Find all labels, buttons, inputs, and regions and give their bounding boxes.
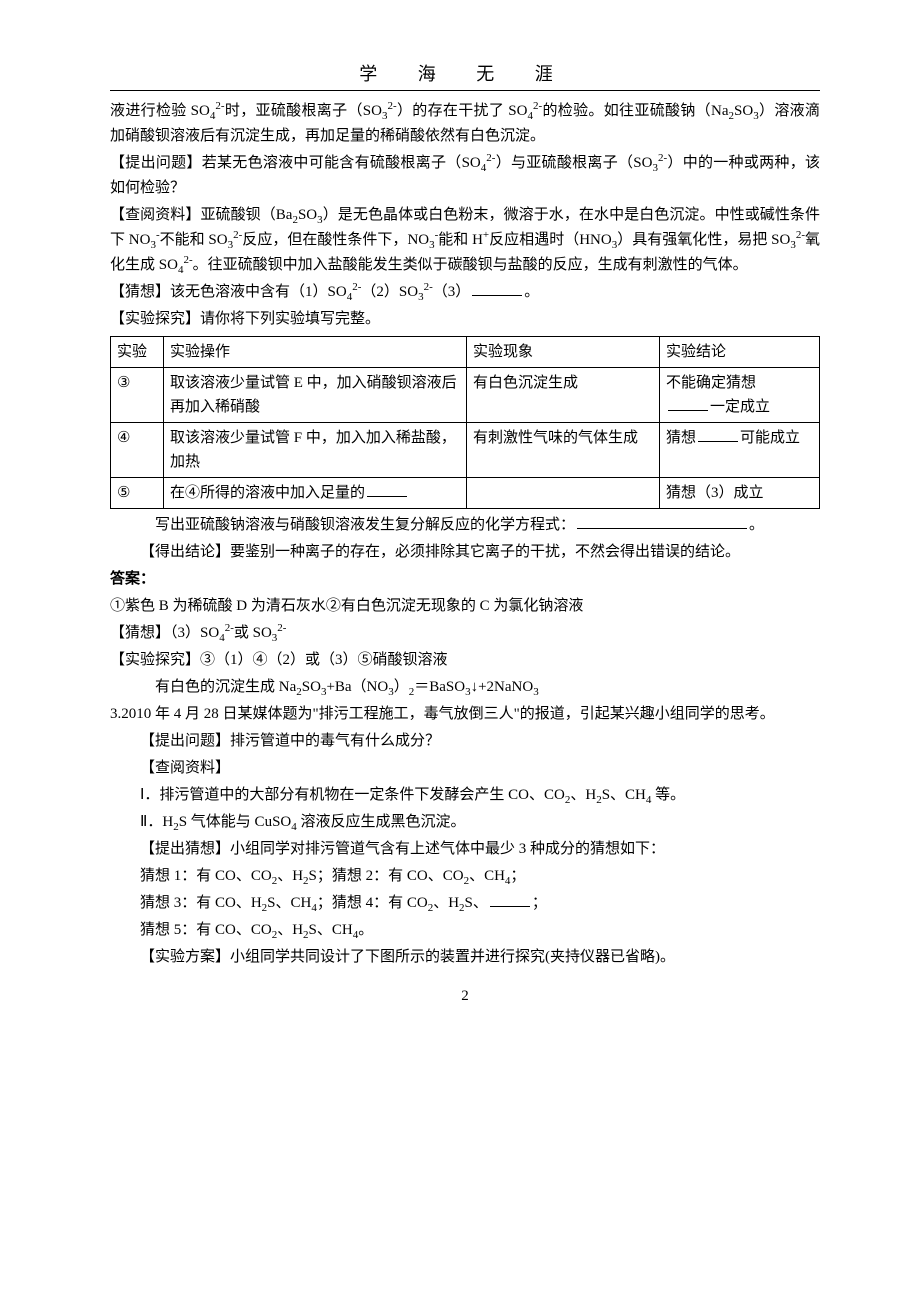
th-phen: 实验现象 (467, 337, 660, 368)
label-q3-ref: 【查阅资料】 (140, 760, 230, 776)
conclusion-text: 要鉴别一种离子的存在，必须排除其它离子的干扰，不然会得出错误的结论。 (230, 544, 740, 560)
eq-pre: 写出亚硫酸钠溶液与硝酸钡溶液发生复分解反应的化学方程式： (155, 517, 575, 533)
table-row: ④ 取该溶液少量试管 F 中，加入加入稀盐酸，加热 有刺激性气味的气体生成 猜想… (111, 423, 820, 478)
cell-exp-4-phen: 有刺激性气味的气体生成 (467, 423, 660, 478)
page: 学 海 无 涯 液进行检验 SO42-时，亚硫酸根离子（SO32-）的存在干扰了… (0, 0, 920, 1045)
label-conclusion: 【得出结论】 (140, 544, 230, 560)
cell-exp-3-op: 取该溶液少量试管 E 中，加入硝酸钡溶液后再加入稀硝酸 (164, 368, 467, 423)
label-question: 【提出问题】 (110, 155, 202, 171)
q3-g2-post: ； (532, 895, 547, 911)
blank-conc-4 (698, 427, 738, 442)
conc-3-pre: 不能确定猜想 (666, 375, 756, 391)
blank-guess-4 (490, 892, 530, 907)
section-question: 【提出问题】若某无色溶液中可能含有硫酸根离子（SO42-）与亚硫酸根离子（SO3… (110, 151, 820, 201)
cell-exp-4-op: 取该溶液少量试管 F 中，加入加入稀盐酸，加热 (164, 423, 467, 478)
cell-exp-5-num: ⑤ (111, 478, 164, 509)
page-header-title: 学 海 无 涯 (110, 60, 820, 86)
answer-line-1: ①紫色 B 为稀硫酸 D 为清石灰水②有白色沉淀无现象的 C 为氯化钠溶液 (110, 594, 820, 619)
experiment-intro: 请你将下列实验填写完整。 (200, 311, 380, 327)
cell-exp-5-conc: 猜想（3）成立 (660, 478, 820, 509)
label-experiment: 【实验探究】 (110, 311, 200, 327)
th-conc: 实验结论 (660, 337, 820, 368)
blank-op-5 (367, 482, 407, 497)
cell-exp-3-phen: 有白色沉淀生成 (467, 368, 660, 423)
page-number: 2 (110, 988, 820, 1005)
section-conclusion: 【得出结论】要鉴别一种离子的存在，必须排除其它离子的干扰，不然会得出错误的结论。 (110, 540, 820, 565)
answer-line-3: 【实验探究】③（1）④（2）或（3）⑤硝酸钡溶液 (110, 648, 820, 673)
q3-guess-12: 猜想 1：有 CO、CO2、H2S；猜想 2：有 CO、CO2、CH4； (110, 864, 820, 889)
q3-question: 【提出问题】排污管道中的毒气有什么成分？ (110, 729, 820, 754)
period: 。 (524, 284, 539, 300)
cell-exp-5-phen (467, 478, 660, 509)
q3-guess-text: 小组同学对排污管道气含有上述气体中最少 3 种成分的猜想如下： (230, 841, 665, 857)
paragraph-continuation: 液进行检验 SO42-时，亚硫酸根离子（SO32-）的存在干扰了 SO42-的检… (110, 99, 820, 149)
cell-exp-4-conc: 猜想 可能成立 (660, 423, 820, 478)
section-guess: 【猜想】该无色溶液中含有（1）SO42-（2）SO32-（3）。 (110, 280, 820, 305)
answers-title: 答案： (110, 567, 820, 592)
label-guess: 【猜想】 (110, 284, 170, 300)
th-exp: 实验 (111, 337, 164, 368)
table-row: ⑤ 在④所得的溶液中加入足量的 猜想（3）成立 (111, 478, 820, 509)
q3-guess-intro: 【提出猜想】小组同学对排污管道气含有上述气体中最少 3 种成分的猜想如下： (110, 837, 820, 862)
conc-4-post: 可能成立 (740, 430, 800, 446)
conc-3-post: 一定成立 (710, 399, 770, 415)
q3-guess-5: 猜想 5：有 CO、CO2、H2S、CH4。 (110, 918, 820, 943)
eq-post: 。 (749, 517, 764, 533)
section-reference: 【查阅资料】亚硫酸钡（Ba2SO3）是无色晶体或白色粉末，微溶于水，在水中是白色… (110, 203, 820, 278)
conc-4-pre: 猜想 (666, 430, 696, 446)
blank-conc-3 (668, 396, 708, 411)
label-reference: 【查阅资料】 (110, 207, 200, 223)
q3-ref-2: Ⅱ．H2S 气体能与 CuSO4 溶液反应生成黑色沉淀。 (110, 810, 820, 835)
q3-intro: 3.2010 年 4 月 28 日某媒体题为"排污工程施工，毒气放倒三人"的报道… (110, 702, 820, 727)
header-rule (110, 90, 820, 91)
cell-exp-5-op: 在④所得的溶液中加入足量的 (164, 478, 467, 509)
cell-exp-4-num: ④ (111, 423, 164, 478)
cell-exp-3-conc: 不能确定猜想一定成立 (660, 368, 820, 423)
blank-guess-3 (472, 281, 522, 296)
experiment-table: 实验 实验操作 实验现象 实验结论 ③ 取该溶液少量试管 E 中，加入硝酸钡溶液… (110, 336, 820, 509)
section-experiment: 【实验探究】请你将下列实验填写完整。 (110, 307, 820, 332)
q3-scheme-text: 小组同学共同设计了下图所示的装置并进行探究(夹持仪器已省略)。 (230, 949, 675, 965)
answer-line-2: 【猜想】（3）SO42-或 SO32- (110, 621, 820, 646)
label-q3-scheme: 【实验方案】 (140, 949, 230, 965)
q3-ref-1: Ⅰ．排污管道中的大部分有机物在一定条件下发酵会产生 CO、CO2、H2S、CH4… (110, 783, 820, 808)
q3-ref-label: 【查阅资料】 (110, 756, 820, 781)
table-row: ③ 取该溶液少量试管 E 中，加入硝酸钡溶液后再加入稀硝酸 有白色沉淀生成 不能… (111, 368, 820, 423)
blank-equation (577, 514, 747, 529)
th-op: 实验操作 (164, 337, 467, 368)
q3-scheme: 【实验方案】小组同学共同设计了下图所示的装置并进行探究(夹持仪器已省略)。 (110, 945, 820, 970)
answers-title-text: 答案： (110, 571, 155, 587)
q3-question-text: 排污管道中的毒气有什么成分？ (230, 733, 440, 749)
equation-prompt: 写出亚硫酸钠溶液与硝酸钡溶液发生复分解反应的化学方程式： 。 (110, 513, 820, 538)
table-header-row: 实验 实验操作 实验现象 实验结论 (111, 337, 820, 368)
label-q3-guess: 【提出猜想】 (140, 841, 230, 857)
cell-exp-3-num: ③ (111, 368, 164, 423)
q3-guess-34: 猜想 3：有 CO、H2S、CH4；猜想 4：有 CO2、H2S、； (110, 891, 820, 916)
answer-line-4: 有白色的沉淀生成 Na2SO3+Ba（NO3）2＝BaSO3↓+2NaNO3 (110, 675, 820, 700)
label-q3-question: 【提出问题】 (140, 733, 230, 749)
op-5-pre: 在④所得的溶液中加入足量的 (170, 485, 365, 501)
